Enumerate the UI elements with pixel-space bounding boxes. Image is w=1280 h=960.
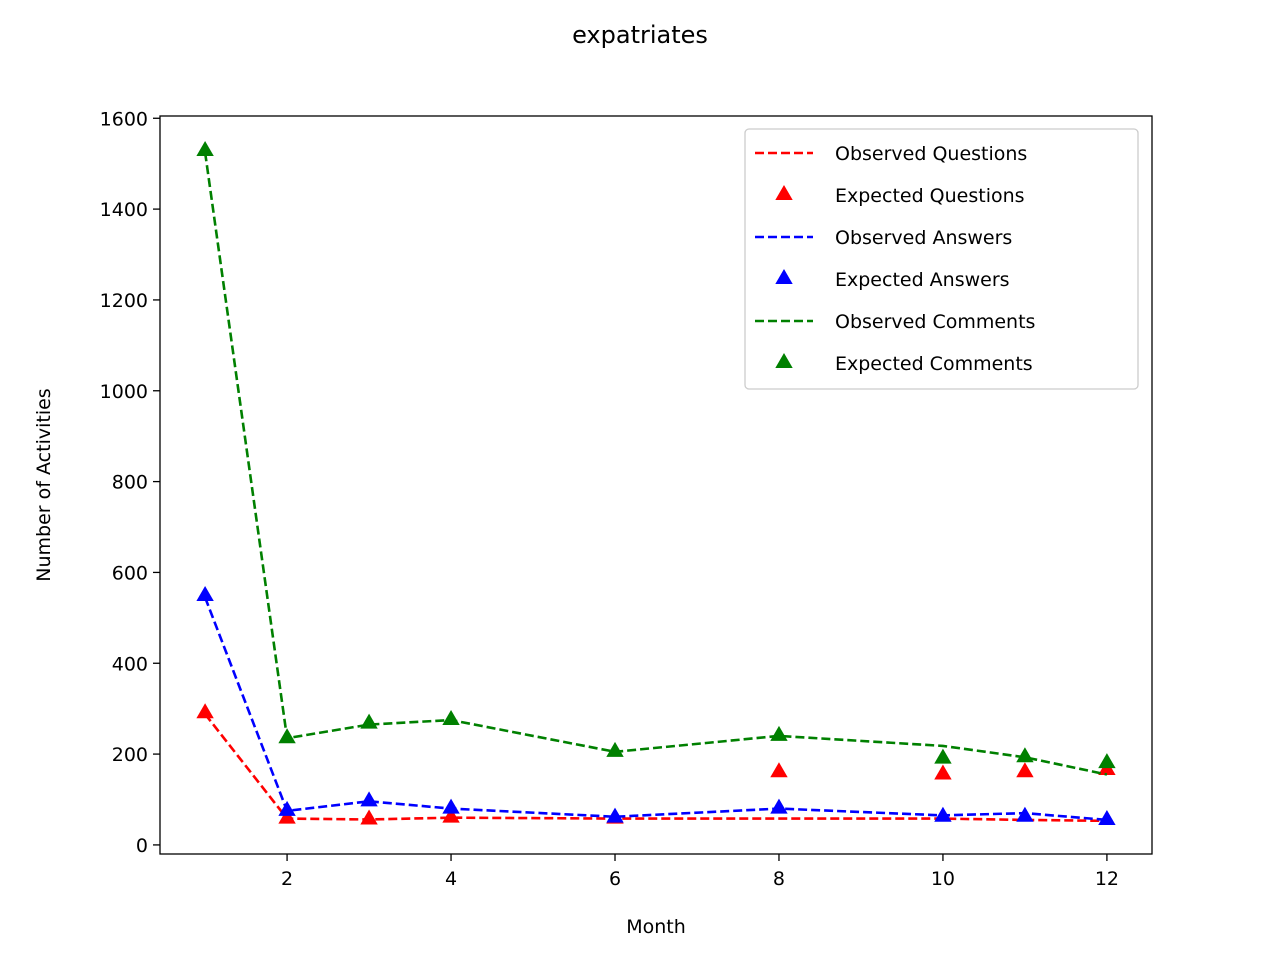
y-tick-label: 800	[112, 472, 148, 494]
expected-questions-marker	[442, 807, 460, 823]
expected-comments-marker	[278, 728, 296, 744]
plot-area: 2 4 6 8 10 12 0 200 400 600 800 1000 1200 1400 1600	[100, 108, 1153, 890]
y-tick-label: 600	[112, 562, 148, 584]
legend-expected-comments-swatch	[775, 353, 793, 368]
x-tick-label: 12	[1095, 868, 1119, 890]
y-axis-label: Number of Activities	[33, 388, 55, 581]
legend-expected-answers-swatch	[775, 269, 793, 284]
legend-observed-answers-label: Observed Answers	[835, 227, 1012, 249]
x-tick-label: 4	[445, 868, 457, 890]
chart-title: expatriates	[572, 21, 708, 49]
legend-observed-questions-label: Observed Questions	[835, 143, 1027, 165]
legend-expected-questions-swatch	[775, 185, 793, 200]
y-tick-label: 1600	[100, 108, 148, 130]
legend-expected-answers-label: Expected Answers	[835, 269, 1010, 291]
expected-answers-marker	[1016, 806, 1034, 822]
legend-observed-comments-label: Observed Comments	[835, 311, 1035, 333]
expected-comments-marker	[1098, 753, 1116, 769]
expected-comments-marker	[1016, 747, 1034, 763]
expected-questions-marker	[196, 703, 214, 719]
y-tick-label: 400	[112, 653, 148, 675]
expected-answers-marker	[606, 807, 624, 823]
y-tick-label: 1400	[100, 199, 148, 221]
axes-frame	[159, 115, 1153, 855]
legend-expected-questions-label: Expected Questions	[835, 185, 1025, 207]
x-tick-label: 10	[931, 868, 955, 890]
expected-questions-marker	[1016, 762, 1034, 778]
x-tick-label: 2	[281, 868, 293, 890]
x-axis-label: Month	[626, 916, 686, 938]
x-tick-label: 8	[773, 868, 785, 890]
expected-comments-marker	[196, 140, 214, 156]
expected-comments-marker	[442, 710, 460, 726]
x-tick-label: 6	[609, 868, 621, 890]
observed-answers-line	[203, 596, 1108, 822]
expected-answers-marker	[442, 798, 460, 814]
legend-box	[744, 128, 1139, 390]
expected-answers-marker	[934, 806, 952, 822]
expected-comments-marker	[934, 748, 952, 764]
y-tick-label: 1000	[100, 381, 148, 403]
expected-answers-marker	[770, 798, 788, 814]
legend: Observed Questions Expected Questions Obse…	[744, 128, 1139, 390]
y-tick-label: 200	[112, 744, 148, 766]
expected-questions-marker	[770, 762, 788, 778]
expected-answers-marker	[278, 800, 296, 816]
y-tick-label: 1200	[100, 290, 148, 312]
expected-questions-marker	[934, 764, 952, 780]
expected-comments-marker	[770, 725, 788, 741]
expected-answers-marker	[196, 586, 214, 602]
expected-answers-marker	[1098, 809, 1116, 825]
expected-questions-marker	[278, 808, 296, 824]
expected-questions-marker	[360, 809, 378, 825]
y-tick-label: 0	[136, 835, 148, 857]
expected-comments-marker	[360, 713, 378, 729]
expected-comments-marker	[606, 741, 624, 757]
legend-expected-comments-label: Expected Comments	[835, 353, 1033, 375]
expected-answers-marker	[360, 791, 378, 807]
